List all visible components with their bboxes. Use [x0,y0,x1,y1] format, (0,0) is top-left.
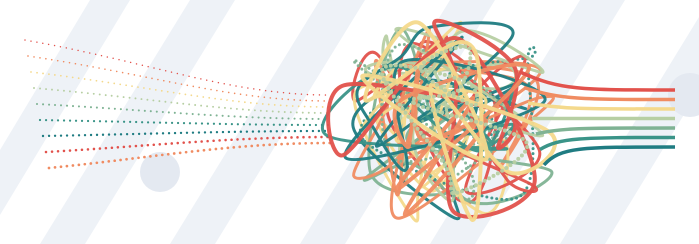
background-stripes [0,0,699,244]
dotted-line [49,143,330,168]
page: (() => { const NS = 'http://www.w3.org/2… [0,0,699,244]
dotted-line [43,131,330,136]
circle-accent [140,152,180,192]
illustration [0,0,699,244]
